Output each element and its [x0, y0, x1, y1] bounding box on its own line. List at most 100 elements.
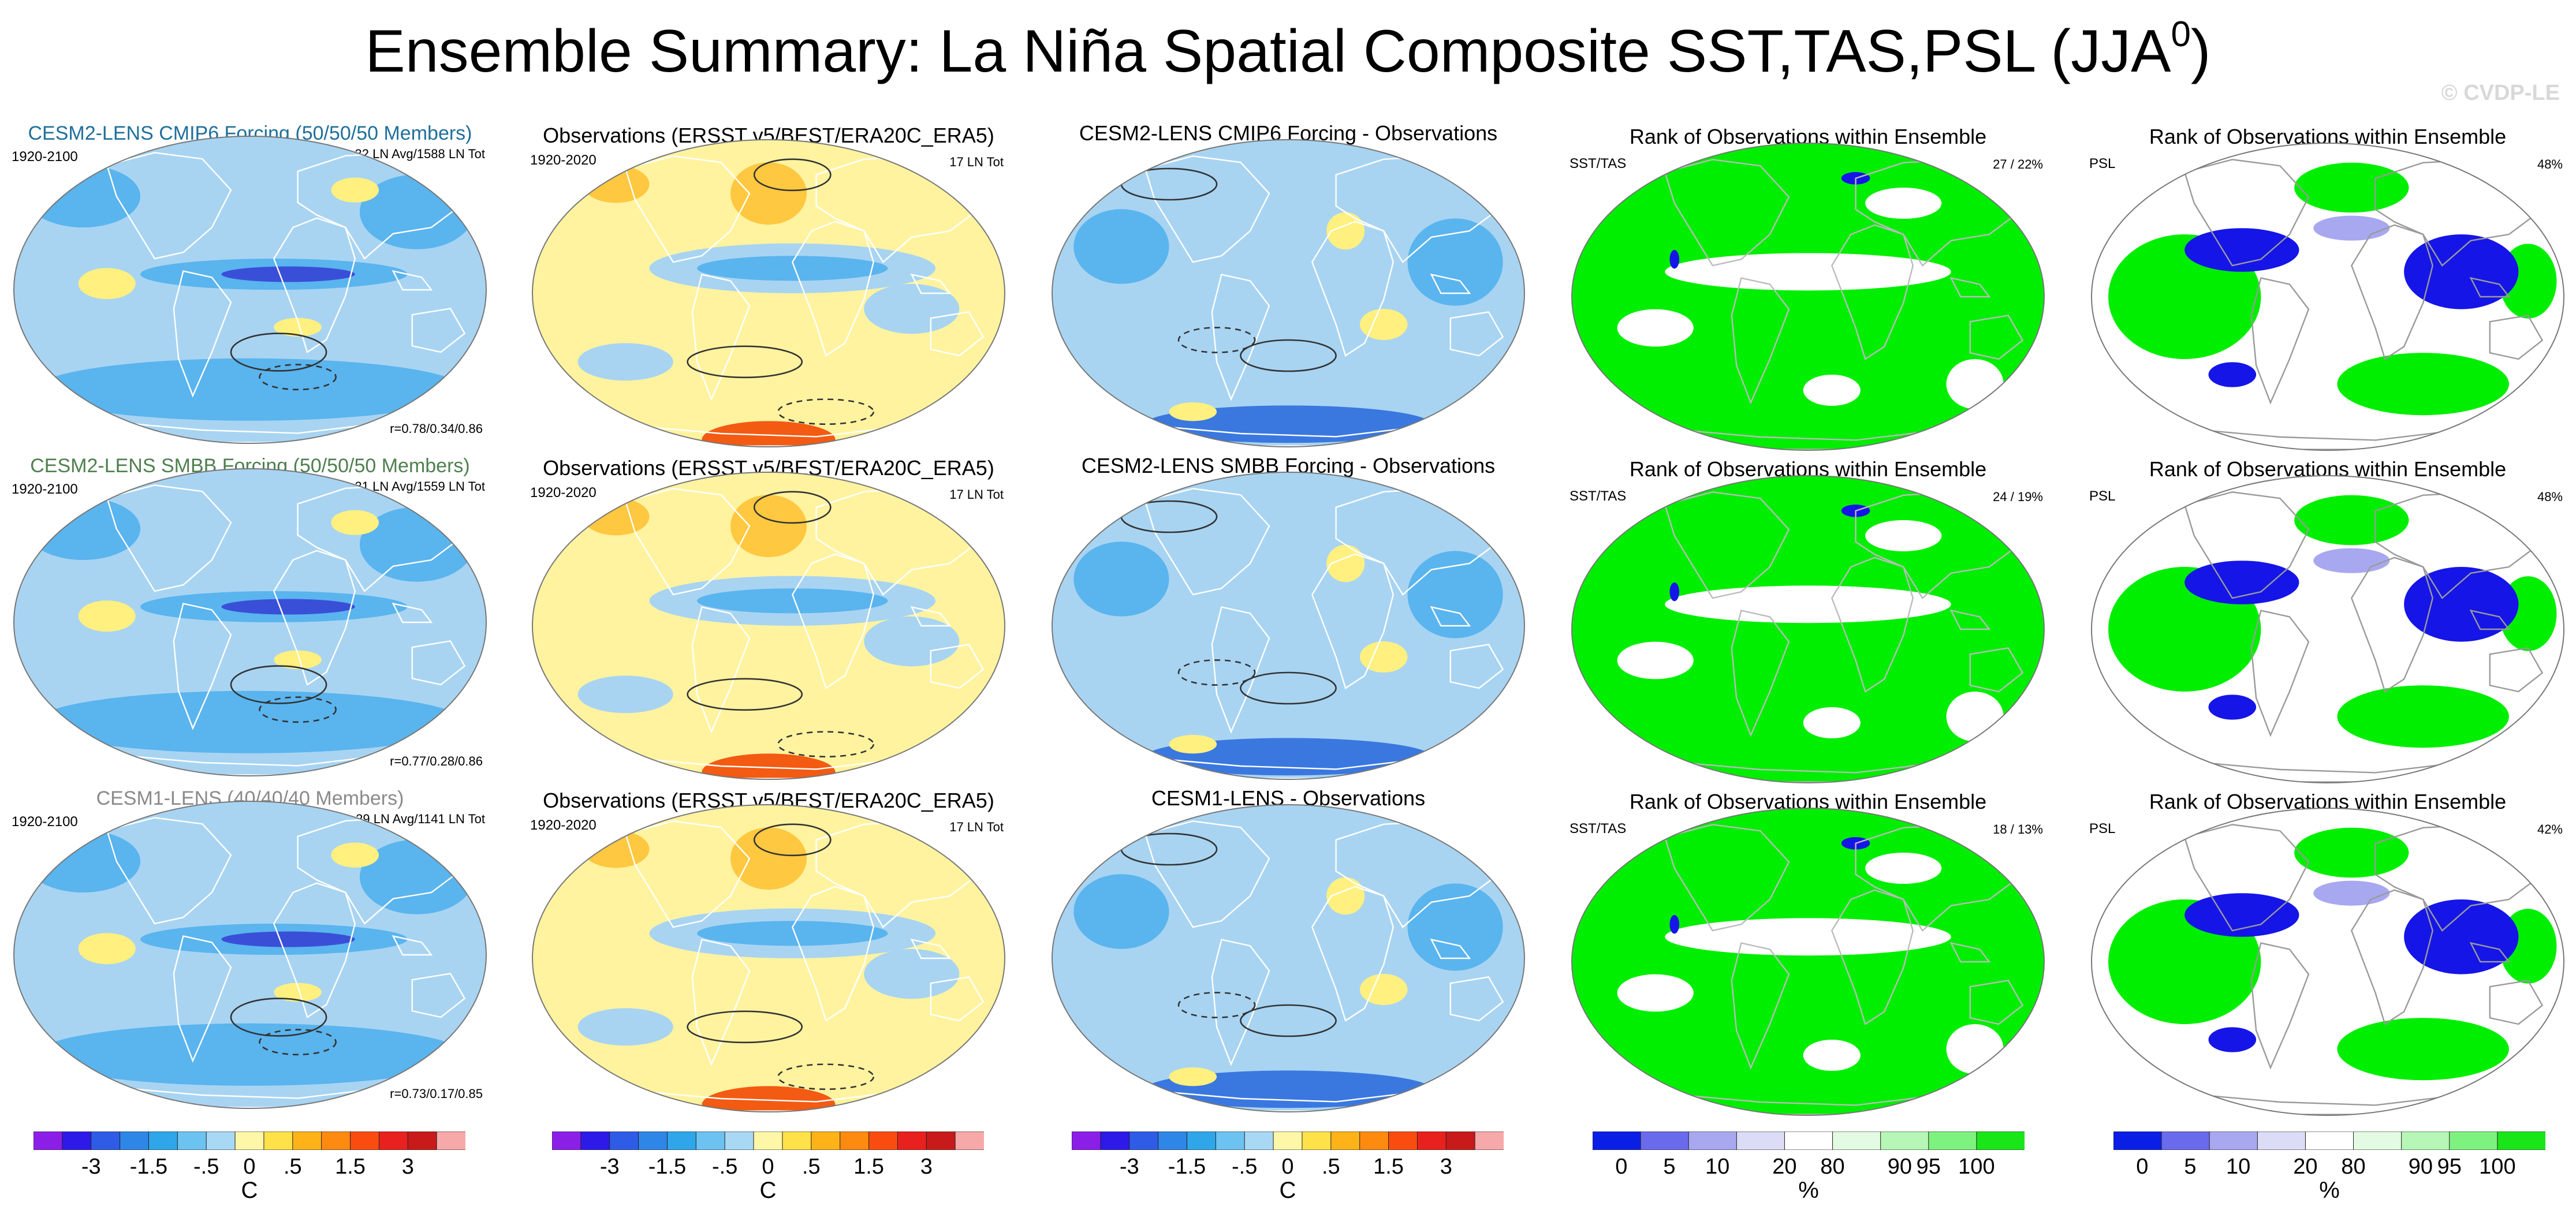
- colorbar-swatch: [1100, 1131, 1130, 1150]
- pattern-correlation: r=0.73/0.17/0.85: [390, 1086, 483, 1101]
- colorbar-tick-label: 5: [2184, 1155, 2197, 1179]
- high-rank-region: [2337, 685, 2509, 748]
- colorbar-swatch: [2257, 1131, 2306, 1150]
- coastline: [624, 820, 751, 928]
- colorbar-swatch: [2449, 1131, 2498, 1150]
- warm-anomaly: [1169, 735, 1217, 754]
- colorbar-unit: C: [241, 1178, 258, 1203]
- model-period: 1920-2100: [12, 481, 78, 497]
- coastline: [791, 886, 874, 1022]
- coastline: [1211, 606, 1270, 734]
- warm-anomaly: [78, 600, 136, 632]
- psl-contour: [259, 364, 337, 391]
- colorbar-tick-label: 95: [2437, 1155, 2462, 1179]
- coastline: [2489, 647, 2544, 693]
- warm-anomaly: [730, 162, 807, 225]
- warm-anomaly: [274, 318, 322, 337]
- map-border: [2091, 143, 2564, 451]
- rank-psl-percent: 42%: [2537, 822, 2563, 836]
- warm-anomaly: [1359, 641, 1408, 673]
- coastline: [930, 976, 985, 1022]
- coastline: [411, 308, 466, 353]
- coastline: [2469, 277, 2511, 298]
- cool-anomaly: [1073, 209, 1169, 284]
- coastline: [1144, 820, 1270, 928]
- rank-colorbar: [1593, 1131, 2025, 1150]
- colorbar-swatch: [1880, 1131, 1929, 1150]
- low-rank-region: [2184, 893, 2299, 937]
- colorbar-tick-label: 80: [2341, 1155, 2366, 1179]
- colorbar-swatch: [868, 1131, 899, 1150]
- warm-anomaly: [331, 177, 379, 203]
- low-rank-region: [1669, 582, 1679, 602]
- colorbar-tick-label: 0: [2136, 1155, 2149, 1179]
- coastline: [1831, 224, 1914, 360]
- high-rank-region: [2337, 1018, 2509, 1081]
- coastline: [411, 640, 466, 686]
- coastline: [1831, 557, 1914, 693]
- obs-counts: 17 LN Tot: [949, 820, 1004, 834]
- coastline: [1969, 980, 2024, 1025]
- temp-colorbar: [1072, 1131, 1504, 1150]
- coastline: [1144, 488, 1270, 596]
- colorbar-swatch: [782, 1131, 812, 1150]
- cold-tongue: [221, 266, 355, 282]
- coastline: [1430, 606, 1471, 627]
- map-border: [532, 472, 1005, 780]
- low-rank-region: [2313, 548, 2390, 573]
- obs-map: [532, 472, 1005, 780]
- colorbar-tick-label: .5: [1321, 1155, 1340, 1179]
- warm-anomaly: [274, 983, 322, 1002]
- colorbar-swatch: [120, 1131, 150, 1150]
- warm-anomaly: [702, 1086, 836, 1112]
- coastline: [624, 488, 751, 596]
- rank-psl-map: [2091, 143, 2564, 451]
- cool-anomaly: [577, 343, 673, 381]
- cool-anomaly: [25, 498, 141, 560]
- colorbar-swatch: [436, 1131, 465, 1150]
- map-border: [1052, 139, 1525, 447]
- colorbar-swatch: [263, 1131, 293, 1150]
- cool-anomaly: [697, 921, 888, 946]
- colorbar-tick-label: -1.5: [648, 1155, 687, 1179]
- coastline: [691, 939, 751, 1066]
- coastline: [2469, 942, 2511, 963]
- warm-anomaly: [1359, 974, 1408, 1005]
- colorbar-tick-label: 20: [2293, 1155, 2318, 1179]
- colorbar-swatch: [1215, 1131, 1246, 1150]
- colorbar-swatch: [1474, 1131, 1504, 1150]
- mid-rank-region: [1665, 918, 1951, 956]
- colorbar-swatch: [1784, 1131, 1833, 1150]
- temp-colorbar: [33, 1131, 465, 1150]
- coastline: [1949, 942, 1991, 963]
- colorbar-swatch: [1129, 1131, 1159, 1150]
- coastline: [2489, 980, 2544, 1025]
- warm-anomaly: [582, 498, 650, 536]
- colorbar-swatch: [1416, 1131, 1447, 1150]
- rank-sst-map: [1571, 475, 2045, 783]
- cool-anomaly: [577, 675, 673, 714]
- obs-period: 1920-2020: [530, 485, 597, 501]
- map-border: [1571, 808, 2045, 1116]
- low-rank-region: [1669, 915, 1679, 934]
- colorbar-tick-label: 90: [2408, 1155, 2433, 1179]
- model-map: [13, 801, 487, 1109]
- psl-contour: [259, 1029, 337, 1056]
- warm-anomaly: [78, 268, 136, 300]
- mid-rank-region: [1617, 309, 1694, 347]
- map-border: [2091, 475, 2564, 783]
- colorbar-unit: C: [759, 1178, 777, 1203]
- rank-sst-map: [1571, 143, 2045, 451]
- watermark: © CVDP-LE: [2441, 81, 2560, 105]
- diff-map: [1052, 472, 1525, 780]
- coastline: [2469, 609, 2511, 630]
- low-rank-region: [2184, 561, 2299, 604]
- colorbar-swatch: [552, 1131, 581, 1150]
- colorbar-tick-label: -.5: [193, 1155, 219, 1179]
- coastline: [173, 270, 232, 398]
- coastline: [106, 817, 232, 925]
- colorbar-tick-label: -3: [1119, 1155, 1139, 1179]
- map-border: [13, 801, 487, 1109]
- cool-anomaly: [35, 1023, 465, 1086]
- psl-contour: [1177, 992, 1256, 1018]
